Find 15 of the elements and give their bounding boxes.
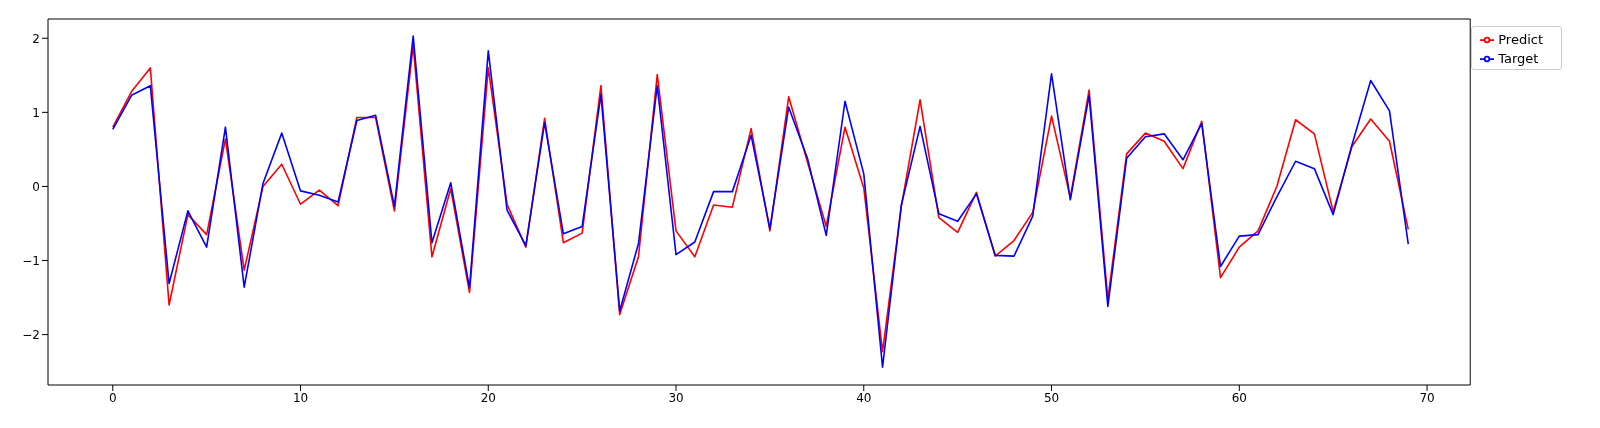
y-tick-label: −1 [22,253,40,268]
x-tick-label: 10 [292,390,309,405]
x-tick-label: 30 [668,390,684,405]
legend-label: Predict [1498,32,1543,47]
x-tick-label: 0 [108,390,117,405]
y-tick-label: 1 [32,105,40,120]
y-tick-label: 2 [32,31,40,46]
x-tick-label: 20 [480,390,496,405]
x-tick-label: 70 [1419,390,1435,405]
x-tick-label: 40 [856,390,872,405]
x-tick-label: 50 [1043,390,1060,405]
legend-label: Target [1498,51,1539,66]
y-tick-label: 0 [32,179,40,194]
x-tick-label: 60 [1231,390,1247,405]
y-tick-label: −2 [22,327,40,342]
